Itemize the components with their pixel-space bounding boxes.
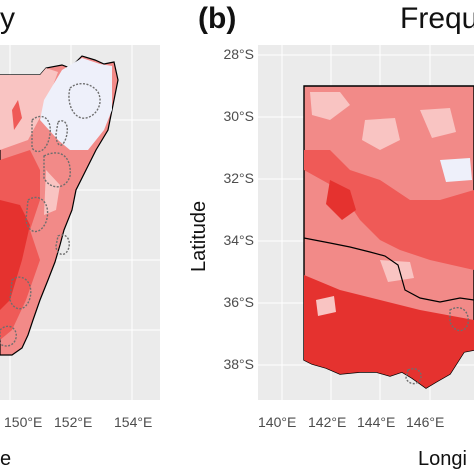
panel-b-region-map — [303, 85, 474, 389]
panel-a-region-map — [0, 55, 119, 356]
panel-a-x-tick-150: 150°E — [4, 414, 43, 430]
panel-b-x-tick-146: 146°E — [406, 414, 445, 430]
panel-b-y-tick-28s: 28°S — [223, 46, 254, 62]
panel-b-x-tick-140: 140°E — [258, 414, 297, 430]
panel-a-x-tick-152: 152°E — [54, 414, 93, 430]
panel-b-title: Frequ — [400, 2, 474, 35]
panel-b-label: (b) — [198, 2, 237, 35]
panel-a-x-tick-154: 154°E — [114, 414, 153, 430]
panel-b-y-tick-36s: 36°S — [223, 294, 254, 310]
panel-b-y-tick-32s: 32°S — [223, 170, 254, 186]
panel-b-x-axis-title: Longi — [418, 448, 467, 470]
panel-b-y-axis-title: Latitude — [188, 200, 210, 272]
panel-b-y-tick-34s: 34°S — [223, 232, 254, 248]
panel-b-y-tick-38s: 38°S — [223, 356, 254, 372]
panel-b-y-tick-30s: 30°S — [223, 108, 254, 124]
panel-a-x-axis-title: e — [0, 448, 12, 470]
panel-b-x-tick-144: 144°E — [357, 414, 396, 430]
panel-b-station-markers — [405, 306, 469, 385]
panel-a-station-markers — [0, 82, 101, 347]
panel-a-title: y — [0, 2, 15, 35]
panel-b-x-tick-142: 142°E — [308, 414, 347, 430]
